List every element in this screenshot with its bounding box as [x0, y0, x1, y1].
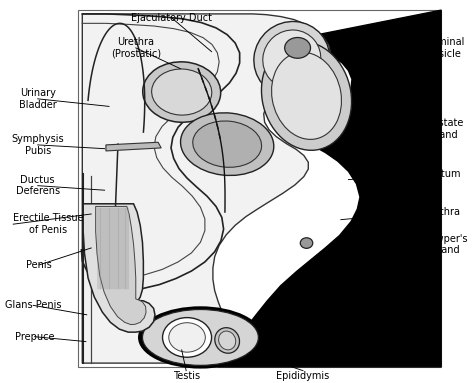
Text: Cowper's
Gland: Cowper's Gland [423, 234, 468, 255]
Bar [78, 10, 441, 367]
Ellipse shape [262, 41, 352, 150]
Polygon shape [82, 14, 330, 363]
Text: Seminal
Vesicle: Seminal Vesicle [426, 37, 465, 59]
Text: Ejaculatory Duct: Ejaculatory Duct [131, 13, 212, 23]
Ellipse shape [272, 52, 341, 139]
Text: Prepuce: Prepuce [15, 332, 55, 342]
Text: Urinary
Bladder: Urinary Bladder [19, 88, 56, 110]
Text: Urethra
(Prostatic): Urethra (Prostatic) [111, 37, 161, 59]
Text: Rectum: Rectum [423, 169, 461, 179]
Ellipse shape [215, 328, 239, 353]
Ellipse shape [193, 121, 262, 167]
Ellipse shape [169, 323, 205, 352]
Ellipse shape [285, 38, 310, 58]
Text: Erectile Tissue
of Penis: Erectile Tissue of Penis [13, 213, 84, 235]
Ellipse shape [219, 331, 236, 350]
Ellipse shape [143, 62, 221, 122]
Ellipse shape [138, 306, 263, 368]
Text: Testis: Testis [173, 371, 200, 381]
Text: Epididymis: Epididymis [276, 371, 329, 381]
Polygon shape [106, 142, 161, 151]
Ellipse shape [254, 21, 330, 97]
Ellipse shape [163, 318, 211, 357]
Text: Symphysis
Pubis: Symphysis Pubis [11, 134, 64, 156]
Ellipse shape [263, 30, 321, 88]
Text: Penis: Penis [26, 260, 52, 270]
Text: Prostate
Gland: Prostate Gland [423, 118, 464, 140]
Polygon shape [96, 206, 146, 325]
Ellipse shape [143, 309, 258, 365]
Ellipse shape [181, 113, 274, 175]
Text: Glans Penis: Glans Penis [5, 300, 62, 310]
Text: Urethra: Urethra [423, 207, 460, 217]
Ellipse shape [301, 238, 313, 248]
Polygon shape [218, 10, 441, 367]
Text: Ductus
Deferens: Ductus Deferens [16, 175, 60, 196]
Ellipse shape [152, 69, 212, 115]
Polygon shape [83, 204, 155, 332]
